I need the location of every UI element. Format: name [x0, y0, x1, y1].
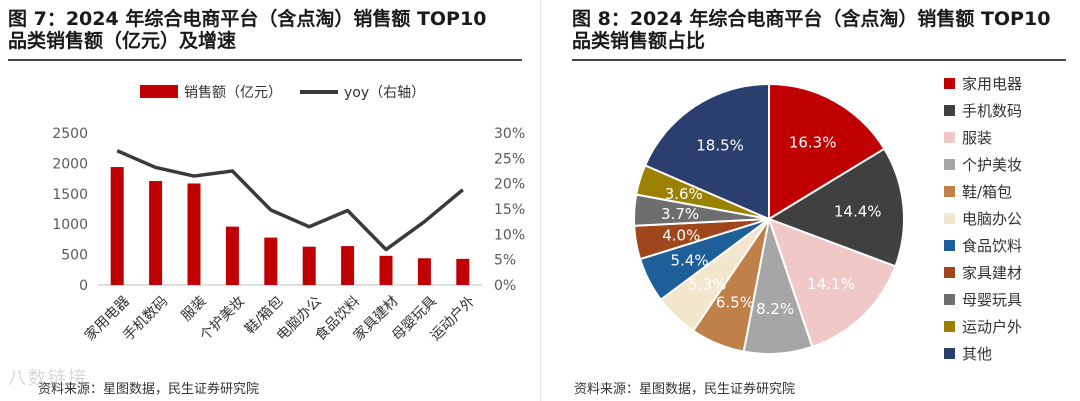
y-right-tick-label: 0% [494, 278, 516, 294]
title-line-2: 品类销售额（亿元）及增速 [8, 30, 237, 52]
y-right-tick-label: 25% [494, 151, 525, 167]
bar-9 [456, 258, 470, 285]
y-left-tick-label: 2000 [52, 156, 88, 172]
legend-swatch-1 [944, 105, 955, 116]
pie-slice-2 [767, 217, 897, 349]
legend-swatch-10 [944, 348, 955, 359]
pie-value-label: 3.7% [661, 205, 699, 223]
pie-value-label: 14.1% [807, 275, 855, 293]
legend-label-bar: 销售额（亿元） [184, 85, 282, 101]
y-left-tick-label: 0 [79, 278, 88, 294]
pie-value-label: 18.5% [696, 137, 744, 155]
pie-value-label: 8.2% [756, 300, 794, 318]
legend-swatch-0 [944, 78, 955, 89]
legend-label: 个护美妆 [962, 156, 1022, 174]
title-divider [572, 59, 1066, 61]
bar-6 [341, 246, 355, 285]
x-tick-label: 服装 [178, 293, 209, 324]
legend-swatch-5 [944, 213, 955, 224]
pie-value-label: 6.5% [716, 293, 754, 311]
y-left-tick-label: 1000 [52, 217, 88, 233]
chart-title: 图 7：2024 年综合电商平台（含点淘）销售额 TOP10 品类销售额（亿元）… [8, 8, 486, 52]
chart-legend: 销售额（亿元） yoy（右轴） [140, 85, 425, 101]
legend-swatch-9 [944, 321, 955, 332]
y-right-tick-label: 5% [494, 253, 516, 269]
y-right-tick-label: 15% [494, 202, 525, 218]
legend-label: 鞋/箱包 [962, 183, 1012, 201]
pie-value-label: 14.4% [834, 203, 882, 221]
bar-line-chart: 销售额（亿元） yoy（右轴） 0 500 1000 1500 2000 2500 0% 5% 10… [52, 85, 525, 344]
bar-7 [379, 255, 393, 285]
pie-slice-0 [768, 82, 886, 221]
pie-slice-1 [766, 147, 905, 268]
legend-swatch-8 [944, 294, 955, 305]
watermark-text: 八数链接 [8, 368, 88, 389]
legend-label: 母婴玩具 [962, 291, 1022, 309]
y-right-tick-label: 20% [494, 177, 525, 193]
pie-value-label: 4.0% [662, 227, 700, 245]
y-right-tick-label: 30% [494, 126, 525, 142]
y-right-tick-label: 10% [494, 227, 525, 243]
legend-swatch-7 [944, 267, 955, 278]
bar-2 [187, 183, 201, 285]
bar-line-chart-panel: 图 7：2024 年综合电商平台（含点淘）销售额 TOP10 品类销售额（亿元）… [0, 0, 530, 401]
bar-1 [149, 181, 163, 285]
pie-value-label: 5.4% [671, 251, 709, 269]
yoy-line [116, 149, 464, 252]
legend-swatch-4 [944, 186, 955, 197]
panel-divider [540, 0, 541, 401]
y-left-tick-label: 2500 [52, 126, 88, 142]
bar-8 [417, 258, 431, 285]
legend-label: 运动户外 [962, 318, 1022, 336]
bar-4 [264, 237, 278, 285]
pie-value-label: 3.6% [665, 185, 703, 203]
legend-label: 电脑办公 [962, 210, 1022, 228]
legend-label-line: yoy（右轴） [344, 85, 425, 101]
pie-value-label: 5.3% [688, 275, 726, 293]
title-divider [8, 59, 522, 61]
legend-label: 家具建材 [962, 264, 1022, 282]
legend-label: 家用电器 [962, 75, 1022, 93]
bar-5 [302, 246, 316, 285]
source-note: 资料来源：星图数据，民生证券研究院 [38, 382, 260, 397]
bar-3 [225, 226, 239, 285]
legend-swatch-2 [944, 132, 955, 143]
legend-label: 其他 [962, 345, 992, 363]
title-line-2: 品类销售额占比 [572, 30, 706, 52]
legend-swatch-bar [140, 85, 178, 98]
source-note: 资料来源：星图数据，民生证券研究院 [574, 382, 796, 397]
legend-label: 服装 [962, 129, 992, 147]
y-left-tick-label: 500 [61, 248, 88, 264]
legend-label: 食品饮料 [962, 237, 1022, 255]
pie-chart-panel: 图 8：2024 年综合电商平台（含点淘）销售额 TOP10 品类销售额占比 1… [552, 0, 1080, 401]
y-left-tick-label: 1500 [52, 187, 88, 203]
pie-value-label: 16.3% [789, 133, 837, 151]
pie-chart: 16.3% 14.4% 14.1% 8.2%6.5%5.3% 5.4% 4.0% 3.7% 3… [633, 75, 1022, 363]
chart-title: 图 8：2024 年综合电商平台（含点淘）销售额 TOP10 品类销售额占比 [572, 8, 1050, 52]
bar-0 [110, 167, 124, 285]
title-line-1: 图 8：2024 年综合电商平台（含点淘）销售额 TOP10 [572, 8, 1051, 30]
pie-slice-10 [643, 82, 770, 221]
title-line-1: 图 7：2024 年综合电商平台（含点淘）销售额 TOP10 [8, 8, 487, 30]
legend-swatch-6 [944, 240, 955, 251]
legend-swatch-3 [944, 159, 955, 170]
legend-label: 手机数码 [962, 102, 1022, 120]
